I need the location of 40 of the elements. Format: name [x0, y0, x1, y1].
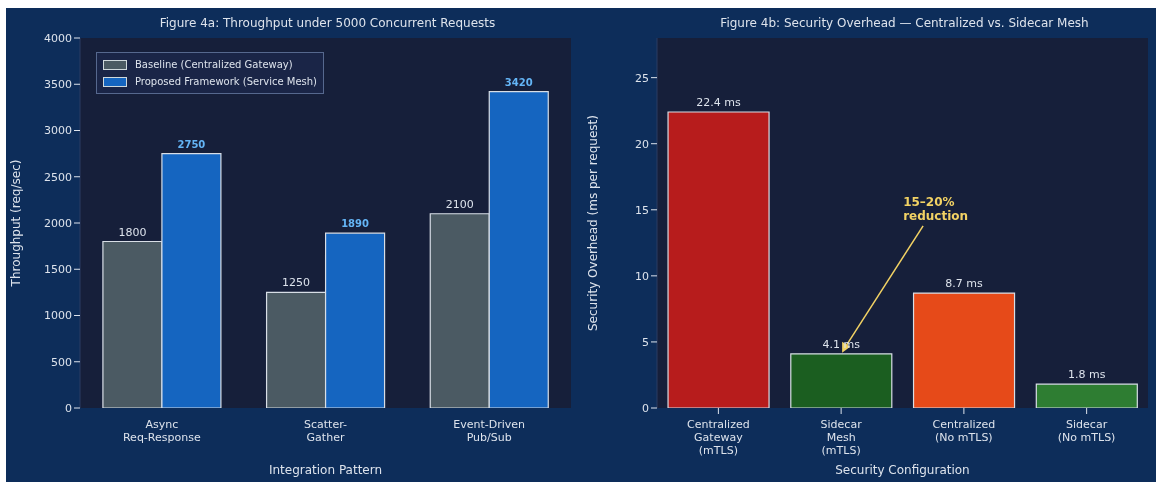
x-tick-label: Scatter- Gather	[304, 418, 348, 444]
y-tick-label: 15	[635, 203, 649, 217]
legend-label: Proposed Framework (Service Mesh)	[135, 75, 318, 89]
data-label: 1250	[282, 276, 311, 290]
y-tick-label: 0	[65, 401, 72, 415]
data-label: 2750	[177, 138, 206, 150]
data-label: 1800	[118, 225, 147, 239]
chart-title: Figure 4a: Throughput under 5000 Concurrent Requests	[158, 16, 497, 30]
annotation: 15–20% reduction	[903, 194, 969, 223]
y-tick-label: 10	[635, 269, 649, 283]
x-tick-label: Async Req-Response	[122, 418, 201, 444]
data-label: 3420	[504, 76, 533, 88]
y-tick-label: 4000	[44, 31, 72, 45]
data-label: 22.4 ms	[696, 96, 742, 109]
y-tick-label: 0	[642, 401, 649, 415]
x-tick-label: Sidecar (No mTLS)	[1057, 418, 1116, 444]
y-tick-label: 2500	[44, 170, 72, 184]
data-label: 2100	[445, 197, 474, 211]
y-axis-title: Security Overhead (ms per request)	[586, 115, 601, 331]
x-tick-label: Centralized (No mTLS)	[932, 418, 996, 444]
y-tick-label: 1500	[44, 263, 72, 277]
y-tick-label: 3500	[44, 78, 72, 92]
x-tick-label: Event-Driven Pub/Sub	[453, 418, 526, 444]
y-tick-label: 3000	[44, 124, 72, 138]
y-tick-label: 20	[635, 137, 649, 151]
chart-title: Figure 4b: Security Overhead — Centralized vs. Sidecar Mesh	[719, 16, 1090, 30]
data-label: 1.8 ms	[1068, 368, 1106, 382]
x-axis-title: Integration Pattern	[268, 463, 383, 477]
y-tick-label: 5	[642, 335, 649, 349]
x-tick-label: Sidecar Mesh (mTLS)	[820, 418, 863, 457]
legend-label: Baseline (Centralized Gateway)	[135, 58, 293, 72]
y-tick-label: 25	[635, 71, 649, 85]
data-label: 1890	[341, 218, 370, 230]
y-tick-label: 2000	[44, 216, 72, 230]
x-tick-label: Centralized Gateway (mTLS)	[687, 418, 750, 457]
x-axis-title: Security Configuration	[835, 463, 970, 477]
y-tick-label: 500	[51, 355, 72, 369]
y-axis-title: Throughput (req/sec)	[9, 159, 24, 288]
y-tick-label: 1000	[44, 309, 72, 323]
data-label: 8.7 ms	[945, 277, 984, 291]
